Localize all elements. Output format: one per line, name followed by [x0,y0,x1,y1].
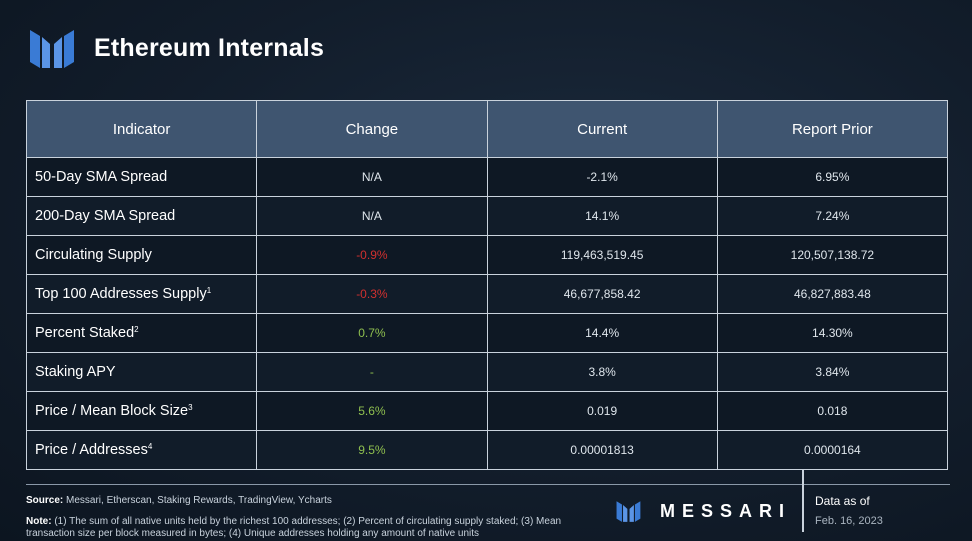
prior-cell: 0.018 [716,391,949,431]
note-body: (1) The sum of all native units held by … [26,516,562,539]
change-cell: N/A [256,157,488,197]
prior-cell: 3.84% [716,352,949,392]
table-row: Price / Mean Block Size3 5.6% 0.019 0.01… [25,391,949,431]
prior-cell: 0.0000164 [716,430,949,470]
indicator-table: Indicator Change Current Report Prior 50… [25,100,949,470]
table-row: Staking APY - 3.8% 3.84% [25,352,949,392]
table-header-row: Indicator Change Current Report Prior [25,100,949,158]
prior-cell: 14.30% [716,313,949,353]
change-cell: - [256,352,488,392]
page-title: Ethereum Internals [94,33,325,62]
table-row: 200-Day SMA Spread N/A 14.1% 7.24% [25,196,949,236]
indicator-cell: 200-Day SMA Spread [25,196,258,236]
current-cell: 0.00001813 [486,430,718,470]
table-row: Price / Addresses4 9.5% 0.00001813 0.000… [25,430,949,470]
current-cell: 119,463,519.45 [486,235,718,275]
column-header-indicator: Indicator [25,100,258,158]
note-text: Note: (1) The sum of all native units he… [26,516,606,540]
header: Ethereum Internals [28,24,324,72]
table-row: 50-Day SMA Spread N/A -2.1% 6.95% [25,157,949,197]
vertical-divider [802,470,804,532]
indicator-cell: Price / Addresses4 [25,430,258,470]
table-row: Top 100 Addresses Supply1 -0.3% 46,677,8… [25,274,949,314]
current-cell: -2.1% [486,157,718,197]
indicator-cell: Top 100 Addresses Supply1 [25,274,258,314]
indicator-cell: Percent Staked2 [25,313,258,353]
prior-cell: 46,827,883.48 [716,274,949,314]
current-cell: 14.1% [486,196,718,236]
change-cell: 0.7% [256,313,488,353]
source-list: Messari, Etherscan, Staking Rewards, Tra… [63,495,332,506]
source-text: Source: Messari, Etherscan, Staking Rewa… [26,495,606,506]
table-row: Percent Staked2 0.7% 14.4% 14.30% [25,313,949,353]
column-header-report-prior: Report Prior [716,100,949,158]
prior-cell: 120,507,138.72 [716,235,949,275]
indicator-cell: Circulating Supply [25,235,258,275]
table-row: Circulating Supply -0.9% 119,463,519.45 … [25,235,949,275]
messari-logo-icon [616,501,641,522]
data-as-of-label: Data as of [815,494,870,508]
change-cell: 9.5% [256,430,488,470]
brand-lockup: MESSARI [614,498,791,524]
change-cell: N/A [256,196,488,236]
prior-cell: 6.95% [716,157,949,197]
indicator-cell: Staking APY [25,352,258,392]
note-label: Note: [26,516,52,527]
current-cell: 0.019 [486,391,718,431]
column-header-change: Change [256,100,488,158]
current-cell: 46,677,858.42 [486,274,718,314]
data-as-of-date: Feb. 16, 2023 [815,515,883,527]
change-cell: -0.3% [256,274,488,314]
source-label: Source: [26,495,64,506]
indicator-cell: 50-Day SMA Spread [25,157,258,197]
current-cell: 3.8% [486,352,718,392]
indicator-cell: Price / Mean Block Size3 [25,391,258,431]
brand-name: MESSARI [660,500,792,521]
messari-logo-icon [30,30,74,68]
change-cell: -0.9% [256,235,488,275]
current-cell: 14.4% [486,313,718,353]
column-header-current: Current [486,100,718,158]
footer-divider [26,484,950,485]
prior-cell: 7.24% [716,196,949,236]
change-cell: 5.6% [256,391,488,431]
